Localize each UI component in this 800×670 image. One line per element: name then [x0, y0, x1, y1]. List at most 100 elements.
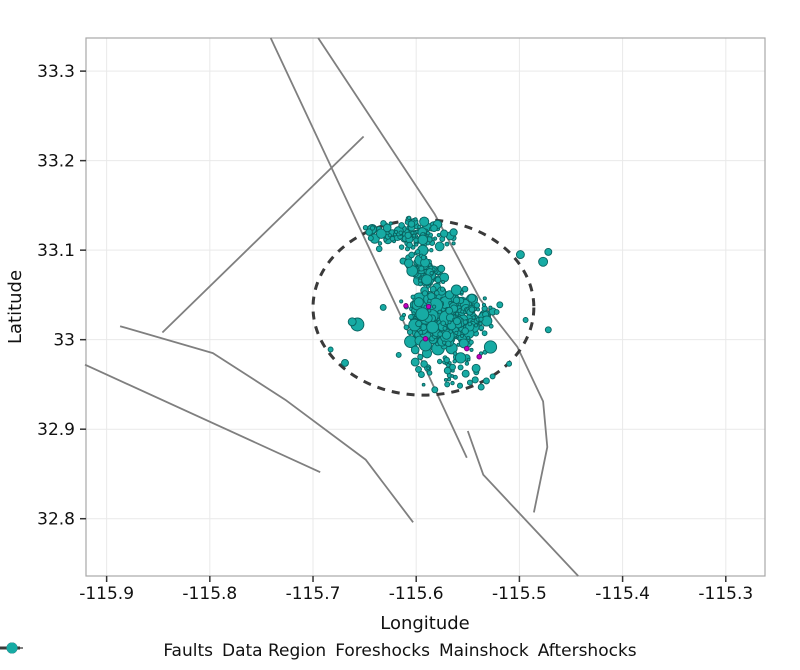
aftershock-point	[426, 370, 433, 376]
y-tick-label: 33.3	[37, 62, 75, 82]
aftershock-point	[369, 225, 376, 231]
aftershock-point	[421, 382, 426, 387]
aftershock-point	[434, 276, 442, 284]
aftershock-point	[544, 247, 553, 256]
aftershock-point	[443, 356, 450, 364]
legend-item-faults: Faults	[1, 641, 213, 661]
foreshock-point	[476, 353, 482, 360]
aftershock-point	[450, 380, 455, 386]
aftershock-point	[451, 241, 456, 246]
aftershock-point	[452, 351, 458, 356]
aftershock-point	[449, 228, 458, 237]
aftershock-point	[389, 235, 396, 242]
aftershock-point	[429, 248, 434, 253]
aftershock-point	[414, 242, 419, 247]
aftershock-point	[426, 366, 431, 371]
aftershock-point	[496, 301, 504, 309]
legend-swatch-dashes-icon	[0, 646, 24, 650]
aftershock-point	[441, 279, 446, 285]
foreshock-point	[464, 345, 470, 352]
y-tick-label: 33.1	[37, 241, 75, 261]
aftershock-point	[458, 338, 469, 349]
aftershock-point	[478, 316, 484, 322]
aftershock-point	[444, 381, 451, 388]
aftershock-point	[417, 234, 429, 246]
aftershock-point	[478, 325, 485, 331]
aftershock-point	[399, 299, 404, 304]
aftershock-point	[461, 327, 469, 335]
aftershock-point	[395, 351, 402, 358]
aftershock-point	[462, 319, 468, 325]
aftershock-point	[401, 312, 407, 318]
x-tick-label: -115.6	[389, 584, 444, 604]
aftershock-point	[460, 309, 465, 314]
aftershock-point	[425, 230, 431, 236]
aftershock-point	[461, 285, 469, 293]
aftershock-point	[414, 249, 421, 255]
aftershock-point	[467, 293, 477, 303]
aftershock-point	[429, 285, 437, 293]
aftershock-point	[506, 360, 513, 367]
y-tick-label: 33	[53, 331, 75, 351]
legend-label: Faults	[163, 641, 213, 661]
aftershock-point	[367, 235, 374, 242]
x-tick-label: -115.5	[492, 584, 547, 604]
aftershock-point	[466, 335, 471, 340]
aftershock-point	[437, 331, 443, 337]
aftershock-point	[410, 230, 415, 235]
aftershock-point	[407, 313, 414, 320]
aftershock-point	[488, 305, 493, 310]
x-axis-label: Longitude	[380, 613, 470, 634]
legend-item-data-region: Data Region	[0, 641, 326, 661]
aftershock-point	[452, 296, 461, 304]
aftershock-point	[418, 281, 423, 287]
legend-item-aftershocks: Aftershocks	[6, 641, 637, 661]
aftershock-point	[468, 306, 476, 313]
aftershock-point	[437, 264, 446, 273]
aftershock-point	[437, 309, 443, 315]
legend-label: Aftershocks	[537, 641, 637, 661]
aftershock-point	[471, 363, 481, 373]
fault-line	[466, 430, 579, 577]
aftershock-point	[415, 365, 422, 373]
aftershock-point	[475, 307, 481, 312]
points-layer	[327, 215, 553, 394]
aftershock-point	[445, 340, 452, 347]
aftershock-point	[467, 321, 473, 327]
aftershock-point	[441, 330, 452, 340]
aftershock-point	[459, 290, 464, 295]
aftershock-point	[418, 329, 424, 335]
aftershock-point	[407, 329, 413, 336]
legend-label: Mainshock	[438, 641, 529, 661]
aftershock-point	[447, 377, 452, 382]
aftershock-point	[454, 330, 459, 335]
aftershock-point	[478, 321, 483, 326]
aftershock-point	[445, 306, 454, 315]
aftershock-point	[388, 221, 393, 226]
aftershock-point	[418, 265, 425, 272]
faults-layer	[84, 37, 579, 577]
plot-border	[85, 37, 766, 577]
aftershock-point	[415, 320, 423, 328]
tick-layer: -115.9 -115.8 -115.7 -115.6 -115.5 -115.4 -115…	[37, 62, 753, 604]
fault-line	[84, 363, 321, 474]
y-tick-label: 32.8	[37, 510, 75, 530]
aftershock-point	[421, 274, 433, 286]
aftershock-point	[420, 360, 428, 368]
aftershock-point	[404, 231, 412, 239]
aftershock-point	[450, 284, 463, 296]
aftershock-point	[442, 326, 448, 331]
aftershock-point	[460, 333, 465, 338]
aftershock-point	[544, 326, 552, 334]
aftershock-point	[376, 228, 387, 239]
dot-icon	[6, 642, 18, 654]
aftershock-point	[471, 376, 479, 384]
aftershock-point	[466, 357, 471, 362]
aftershock-point	[434, 241, 445, 252]
aftershock-point	[443, 378, 448, 382]
legend: Faults Data Region Foreshocks Mainshock Afte…	[0, 641, 800, 661]
x-tick-label: -115.4	[595, 584, 650, 604]
aftershock-point	[436, 233, 441, 238]
aftershock-point	[398, 222, 405, 229]
aftershock-point	[452, 359, 457, 364]
